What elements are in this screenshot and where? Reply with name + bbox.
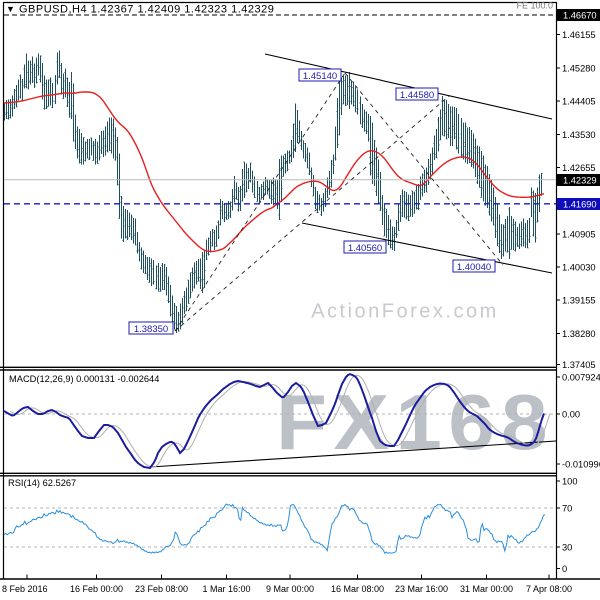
svg-text:7 Apr 08:00: 7 Apr 08:00 [526,584,572,594]
svg-text:9 Mar 00:00: 9 Mar 00:00 [266,584,314,594]
svg-text:1.44405: 1.44405 [562,97,596,107]
svg-text:FX168: FX168 [276,379,554,466]
svg-text:16 Feb 00:00: 16 Feb 00:00 [70,584,123,594]
svg-text:70: 70 [562,504,572,514]
svg-text:ActionForex.com: ActionForex.com [311,301,499,323]
svg-text:GBPUSD,H4 1.42367 1.42409 1.4: GBPUSD,H4 1.42367 1.42409 1.42323 1.4232… [19,4,274,16]
svg-text:1.43530: 1.43530 [562,130,596,140]
svg-text:0.00: 0.00 [562,410,580,420]
svg-text:MACD(12,26,9) 0.000131 -0.0026: MACD(12,26,9) 0.000131 -0.002644 [9,374,159,384]
svg-text:100: 100 [562,477,578,487]
svg-text:1.38350: 1.38350 [134,324,168,335]
svg-text:1.42655: 1.42655 [562,163,596,173]
svg-text:31 Mar 00:00: 31 Mar 00:00 [460,584,513,594]
svg-text:FE 100.0: FE 100.0 [516,1,553,11]
svg-text:1.40560: 1.40560 [348,243,382,254]
svg-text:30: 30 [562,543,572,553]
svg-text:1.45280: 1.45280 [562,64,596,74]
svg-text:-0.010996: -0.010996 [562,460,600,470]
svg-text:1.46155: 1.46155 [562,30,596,40]
svg-text:1.44580: 1.44580 [400,90,434,101]
svg-text:1.42329: 1.42329 [563,176,597,186]
svg-text:1.46670: 1.46670 [563,11,597,21]
svg-text:1.41690: 1.41690 [563,200,597,210]
svg-text:1.40040: 1.40040 [457,262,491,273]
svg-text:1.40030: 1.40030 [562,263,596,273]
svg-text:1.40905: 1.40905 [562,230,596,240]
svg-text:1.38280: 1.38280 [562,329,596,339]
svg-text:0: 0 [562,564,567,574]
svg-text:1.45140: 1.45140 [303,71,337,82]
svg-text:RSI(14) 62.5267: RSI(14) 62.5267 [8,478,76,488]
svg-text:0.007924: 0.007924 [562,373,600,383]
svg-text:16 Mar 08:00: 16 Mar 08:00 [331,584,384,594]
svg-text:23 Mar 16:00: 23 Mar 16:00 [395,584,448,594]
svg-text:23 Feb 08:00: 23 Feb 08:00 [135,584,188,594]
svg-text:1.37405: 1.37405 [562,360,596,370]
svg-text:▼: ▼ [6,4,15,14]
svg-text:8 Feb 2016: 8 Feb 2016 [2,584,48,594]
svg-text:1.39155: 1.39155 [562,296,596,306]
svg-text:1 Mar 16:00: 1 Mar 16:00 [202,584,250,594]
